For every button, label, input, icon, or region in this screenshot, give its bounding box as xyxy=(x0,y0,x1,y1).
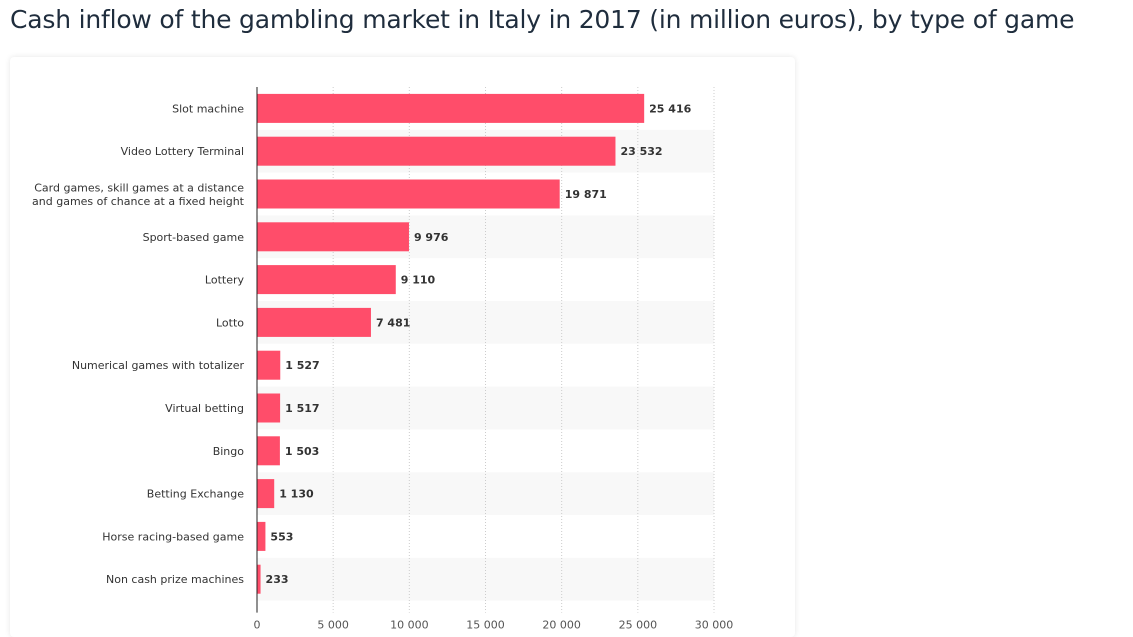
data-label: 1 517 xyxy=(285,402,319,415)
x-tick-label: 10 000 xyxy=(390,619,429,632)
category-label: Lotto xyxy=(216,316,244,329)
data-label: 19 871 xyxy=(565,188,607,201)
bar xyxy=(257,479,275,509)
bar xyxy=(257,350,281,380)
category-label: Video Lottery Terminal xyxy=(121,145,244,158)
page-title: Cash inflow of the gambling market in It… xyxy=(10,5,1075,34)
data-label: 1 130 xyxy=(279,488,314,501)
x-tick-label: 20 000 xyxy=(542,619,581,632)
data-label: 233 xyxy=(266,573,289,586)
category-label: Betting Exchange xyxy=(147,488,244,501)
bar xyxy=(257,179,560,209)
category-label: Horse racing-based game xyxy=(102,530,244,543)
category-label: Card games, skill games at a distance xyxy=(34,181,244,194)
bar xyxy=(257,521,266,551)
right-panel xyxy=(800,57,1133,624)
data-label: 7 481 xyxy=(376,316,410,329)
x-tick-label: 25 000 xyxy=(619,619,658,632)
category-label: Non cash prize machines xyxy=(106,573,244,586)
chart-card: 25 416 Slot machine 23 532 Video Lottery Te… xyxy=(10,57,795,637)
bar xyxy=(257,393,281,423)
data-label: 25 416 xyxy=(649,102,691,115)
data-label: 9 110 xyxy=(401,274,436,287)
bar xyxy=(257,222,409,252)
bar xyxy=(257,436,280,466)
x-tick-label: 30 000 xyxy=(695,619,734,632)
bar xyxy=(257,265,396,295)
data-label: 9 976 xyxy=(414,231,449,244)
row-band xyxy=(257,472,714,515)
category-label: Bingo xyxy=(213,445,245,458)
data-label: 23 532 xyxy=(620,145,662,158)
bar xyxy=(257,307,371,337)
category-label: Virtual betting xyxy=(165,402,244,415)
category-label: Sport-based game xyxy=(143,231,245,244)
category-label: Lottery xyxy=(205,274,245,287)
x-tick-label: 15 000 xyxy=(466,619,505,632)
category-label: Numerical games with totalizer xyxy=(72,359,245,372)
bar xyxy=(257,136,616,166)
x-tick-label: 0 xyxy=(254,619,261,632)
data-label: 553 xyxy=(270,530,293,543)
data-label: 1 503 xyxy=(285,445,319,458)
category-label: Slot machine xyxy=(172,102,244,115)
data-label: 1 527 xyxy=(285,359,319,372)
bar xyxy=(257,93,645,123)
category-label: and games of chance at a fixed height xyxy=(32,195,245,208)
x-tick-label: 5 000 xyxy=(317,619,349,632)
bar xyxy=(257,564,261,594)
bar-chart: 25 416 Slot machine 23 532 Video Lottery Te… xyxy=(32,87,734,632)
